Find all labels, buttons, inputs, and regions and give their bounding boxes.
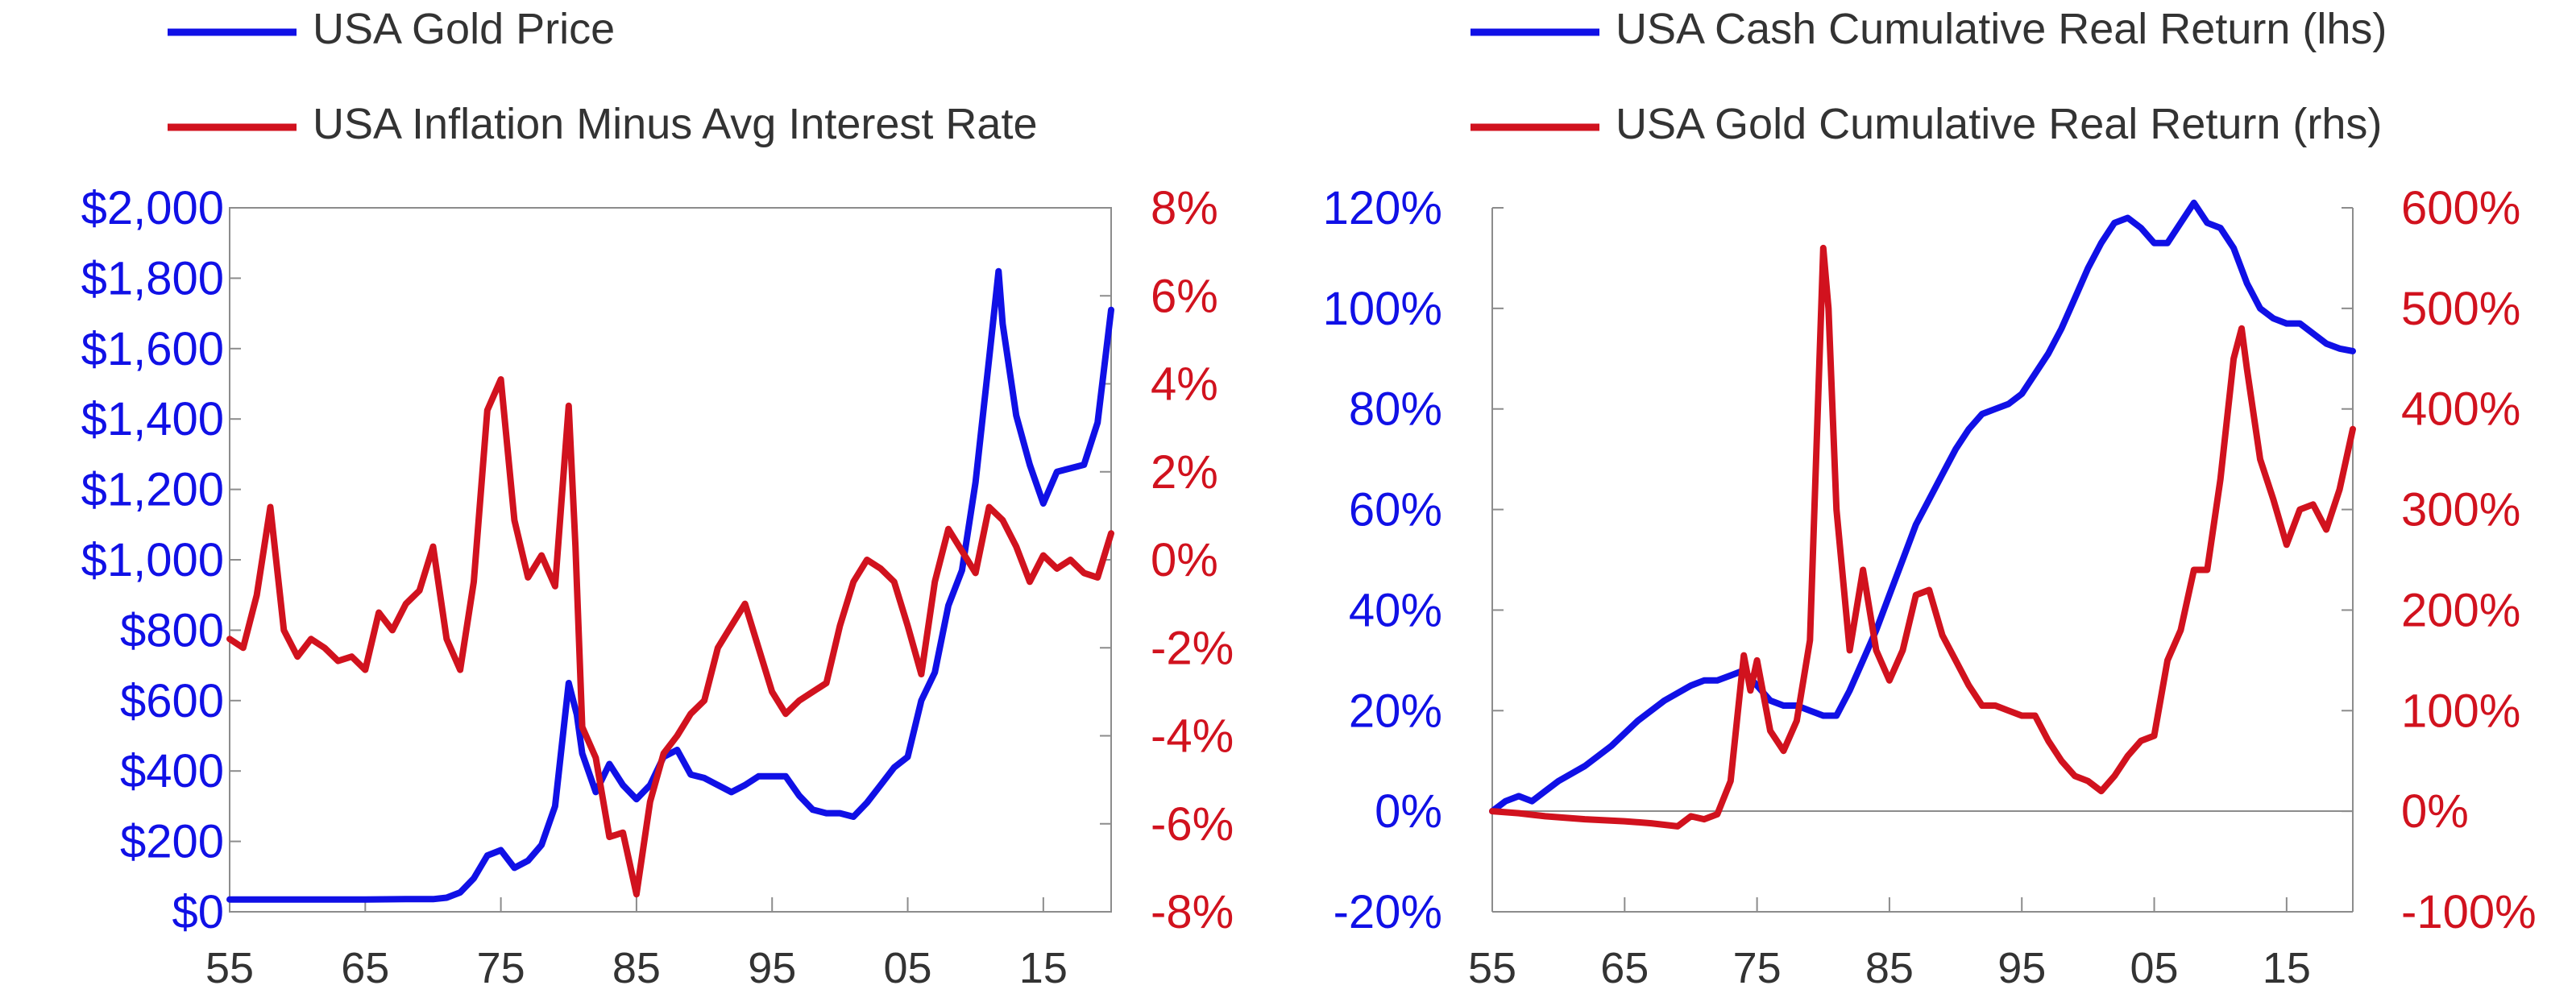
chart-2-legend: USA Cash Cumulative Real Return (lhs) US… bbox=[1471, 5, 2387, 148]
chart-2-x-tick-label: 95 bbox=[1997, 944, 2046, 992]
chart-2-right-tick-label: 300% bbox=[2401, 484, 2520, 536]
chart-2-series-blue-line bbox=[1489, 199, 2356, 815]
chart-2-left-tick-label: 120% bbox=[1323, 182, 1442, 234]
chart-1-left-tick-label: $1,000 bbox=[81, 534, 224, 586]
chart-1-left-tick-label: $400 bbox=[120, 745, 224, 797]
chart-2-x-tick-label: 65 bbox=[1600, 944, 1649, 992]
chart-1-right-tick-label: 8% bbox=[1151, 182, 1218, 234]
chart-2-x-tick-label: 15 bbox=[2263, 944, 2311, 992]
chart-2-right-tick-label: 0% bbox=[2401, 785, 2469, 838]
chart-2-right-tick-label: 500% bbox=[2401, 283, 2520, 335]
chart-1-right-tick-label: 6% bbox=[1151, 270, 1218, 322]
chart-2-legend-label-gold: USA Gold Cumulative Real Return (rhs) bbox=[1616, 100, 2382, 148]
chart-1-right-tick-label: 0% bbox=[1151, 534, 1218, 586]
chart-2-series-red-line bbox=[1489, 244, 2356, 830]
chart-1-x-tick-label: 15 bbox=[1019, 944, 1068, 992]
chart-2-left-tick-label: -20% bbox=[1334, 886, 1442, 938]
chart-2-x-tick-label: 05 bbox=[2130, 944, 2178, 992]
chart-2-left-tick-label: 40% bbox=[1349, 584, 1442, 636]
chart-1-left-tick-label: $1,800 bbox=[81, 252, 224, 304]
chart-2-legend-label-cash: USA Cash Cumulative Real Return (lhs) bbox=[1616, 5, 2387, 53]
chart-2-left-tick-label: 20% bbox=[1349, 685, 1442, 737]
chart-2-x-tick-label: 85 bbox=[1865, 944, 1914, 992]
chart-1-left-tick-label: $0 bbox=[172, 886, 224, 938]
chart-2-right-tick-label: -100% bbox=[2401, 886, 2537, 938]
chart-1-series-red-line bbox=[226, 376, 1114, 898]
chart-1-x-tick-label: 55 bbox=[205, 944, 254, 992]
chart-2-left-tick-label: 60% bbox=[1349, 484, 1442, 536]
chart-2-left-tick-label: 0% bbox=[1375, 785, 1442, 838]
chart-2: USA Cash Cumulative Real Return (lhs) US… bbox=[1323, 5, 2537, 992]
chart-1-legend-label-gold-price: USA Gold Price bbox=[313, 5, 615, 53]
chart-1-left-tick-label: $1,200 bbox=[81, 464, 224, 516]
chart-1-x-tick-label: 05 bbox=[883, 944, 931, 992]
chart-1: USA Gold Price USA Inflation Minus Avg I… bbox=[81, 5, 1234, 992]
chart-1-legend: USA Gold Price USA Inflation Minus Avg I… bbox=[168, 5, 1038, 148]
chart-1-legend-label-inflation: USA Inflation Minus Avg Interest Rate bbox=[313, 100, 1038, 148]
chart-1-left-tick-label: $1,400 bbox=[81, 393, 224, 445]
chart-1-right-tick-label: -6% bbox=[1151, 798, 1234, 851]
chart-1-series-blue-line bbox=[226, 267, 1114, 903]
chart-1-left-tick-label: $1,600 bbox=[81, 323, 224, 375]
chart-1-x-tick-label: 65 bbox=[341, 944, 389, 992]
chart-1-x-tick-label: 95 bbox=[748, 944, 796, 992]
chart-1-right-tick-label: 2% bbox=[1151, 446, 1218, 499]
chart-2-x-tick-label: 55 bbox=[1468, 944, 1516, 992]
chart-1-x-tick-label: 85 bbox=[612, 944, 661, 992]
chart-2-left-tick-label: 100% bbox=[1323, 283, 1442, 335]
chart-2-right-tick-label: 600% bbox=[2401, 182, 2520, 234]
chart-1-right-tick-label: 4% bbox=[1151, 358, 1218, 411]
chart-1-left-tick-label: $200 bbox=[120, 816, 224, 868]
chart-1-right-tick-label: -2% bbox=[1151, 622, 1234, 674]
chart-2-right-tick-label: 200% bbox=[2401, 584, 2520, 636]
chart-1-x-tick-label: 75 bbox=[477, 944, 525, 992]
chart-1-left-tick-label: $600 bbox=[120, 675, 224, 727]
chart-2-right-tick-label: 400% bbox=[2401, 383, 2520, 436]
chart-2-x-tick-label: 75 bbox=[1733, 944, 1782, 992]
chart-2-left-tick-label: 80% bbox=[1349, 383, 1442, 436]
chart-1-right-tick-label: -4% bbox=[1151, 710, 1234, 763]
chart-1-right-tick-label: -8% bbox=[1151, 886, 1234, 938]
chart-1-left-tick-label: $2,000 bbox=[81, 182, 224, 234]
chart-1-left-tick-label: $800 bbox=[120, 604, 224, 656]
chart-2-right-tick-label: 100% bbox=[2401, 685, 2520, 737]
